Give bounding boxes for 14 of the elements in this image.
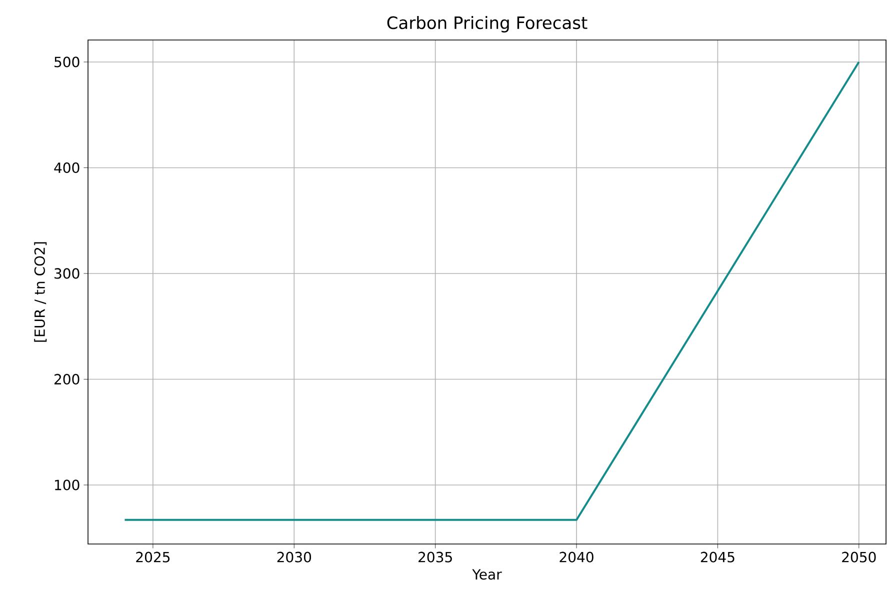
x-tick-label: 2035 xyxy=(418,552,452,562)
y-tick-label: 300 xyxy=(54,268,80,279)
x-tick-label: 2030 xyxy=(277,552,312,562)
y-axis-title: [EUR / tn CO2] xyxy=(34,242,47,342)
y-tick-label: 400 xyxy=(54,162,80,174)
y-tick-label: 200 xyxy=(54,374,80,385)
y-tick-label: 100 xyxy=(55,480,80,490)
y-tick-label: 500 xyxy=(54,56,80,68)
x-tick-label: 2040 xyxy=(560,552,594,562)
x-axis-title: Year xyxy=(472,569,502,580)
chart-title: Carbon Pricing Forecast xyxy=(387,16,588,32)
x-tick-label: 2050 xyxy=(842,552,876,562)
x-tick-label: 2025 xyxy=(136,552,170,562)
x-tick-label: 2045 xyxy=(700,552,734,562)
